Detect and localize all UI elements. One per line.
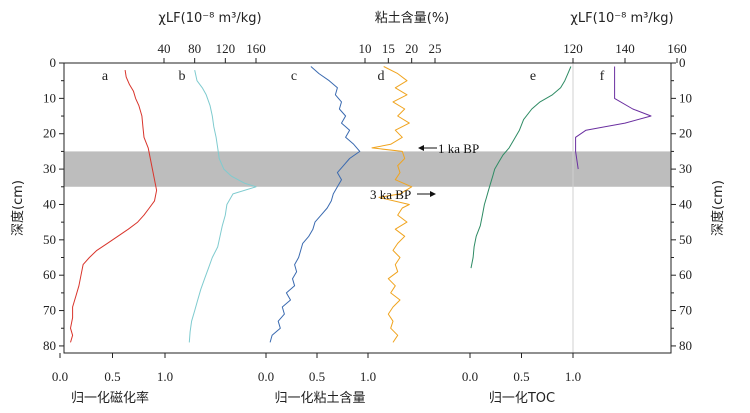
- top-tick-label: 10: [359, 41, 372, 56]
- top-tick-label: 25: [429, 41, 442, 56]
- top-tick-label: 15: [382, 41, 395, 56]
- series-line-f: [575, 66, 652, 170]
- bottom-tick-label: 0.5: [309, 369, 325, 384]
- y-tick-label-left: 50: [43, 232, 56, 247]
- top-tick-label: 20: [405, 41, 418, 56]
- bottom-axis-title-normalized-susceptibility: 归一化磁化率: [71, 390, 149, 406]
- y-tick-label-right: 60: [679, 267, 692, 282]
- y-axis-title-left: 深度(cm): [10, 180, 26, 236]
- top-tick-label: 160: [246, 41, 266, 56]
- top-tick-label: 160: [667, 41, 687, 56]
- annotation-1ka-arrowhead: [418, 145, 424, 151]
- annotation-1ka: 1 ka BP: [438, 141, 479, 156]
- y-tick-label-right: 80: [679, 338, 692, 353]
- annotation-3ka: 3 ka BP: [370, 187, 411, 202]
- bottom-tick-label: 0.0: [52, 369, 68, 384]
- series-line-b: [188, 69, 257, 343]
- annotation-3ka-arrowhead: [430, 191, 436, 197]
- series-line-c: [269, 66, 361, 343]
- y-tick-label-right: 50: [679, 232, 692, 247]
- y-tick-label-right: 70: [679, 303, 692, 318]
- bottom-tick-label: 0.5: [104, 369, 120, 384]
- bottom-tick-label: 0.0: [258, 369, 274, 384]
- panel-letter-b: b: [179, 69, 186, 84]
- panel-letter-c: c: [291, 69, 297, 84]
- y-tick-label-left: 30: [43, 161, 56, 176]
- bottom-tick-label: 0.0: [462, 369, 478, 384]
- y-tick-label-left: 40: [43, 196, 56, 211]
- top-tick-label: 120: [563, 41, 583, 56]
- plot-frame: [63, 62, 672, 354]
- y-tick-label-right: 30: [679, 161, 692, 176]
- panel-letter-a: a: [102, 69, 109, 84]
- top-axis-title-chi-left: χLF(10⁻⁸ m³/kg): [158, 11, 261, 26]
- top-tick-label: 80: [188, 41, 201, 56]
- y-tick-label-left: 10: [43, 90, 56, 105]
- panel-letter-f: f: [600, 69, 605, 84]
- y-tick-label-right: 0: [679, 55, 686, 70]
- y-axis-title-right: 深度(cm): [710, 180, 726, 236]
- y-tick-label-right: 40: [679, 196, 692, 211]
- y-tick-label-left: 70: [43, 303, 56, 318]
- panel-letter-e: e: [530, 69, 536, 84]
- y-tick-label-left: 0: [50, 55, 57, 70]
- bottom-axis-title-normalized-clay: 归一化粘土含量: [274, 390, 365, 406]
- bottom-tick-label: 1.0: [565, 369, 581, 384]
- top-axis-title-clay: 粘土含量(%): [375, 10, 450, 26]
- bottom-axis-title-normalized-toc: 归一化TOC: [489, 391, 555, 406]
- bottom-tick-label: 0.5: [513, 369, 529, 384]
- series-line-a: [70, 70, 158, 343]
- series-line-e: [470, 66, 572, 269]
- y-tick-label-left: 20: [43, 126, 56, 141]
- y-tick-label-right: 20: [679, 126, 692, 141]
- top-tick-label: 140: [615, 41, 635, 56]
- shaded-band: [64, 151, 671, 187]
- panel-letter-d: d: [378, 69, 385, 84]
- y-tick-label-right: 10: [679, 90, 692, 105]
- top-axis-title-chi-right: χLF(10⁻⁸ m³/kg): [570, 11, 673, 26]
- bottom-tick-label: 1.0: [360, 369, 376, 384]
- y-tick-label-left: 60: [43, 267, 56, 282]
- top-tick-label: 120: [216, 41, 236, 56]
- top-tick-label: 40: [158, 41, 171, 56]
- series-line-d: [371, 66, 413, 343]
- bottom-tick-label: 1.0: [157, 369, 173, 384]
- y-tick-label-left: 80: [43, 338, 56, 353]
